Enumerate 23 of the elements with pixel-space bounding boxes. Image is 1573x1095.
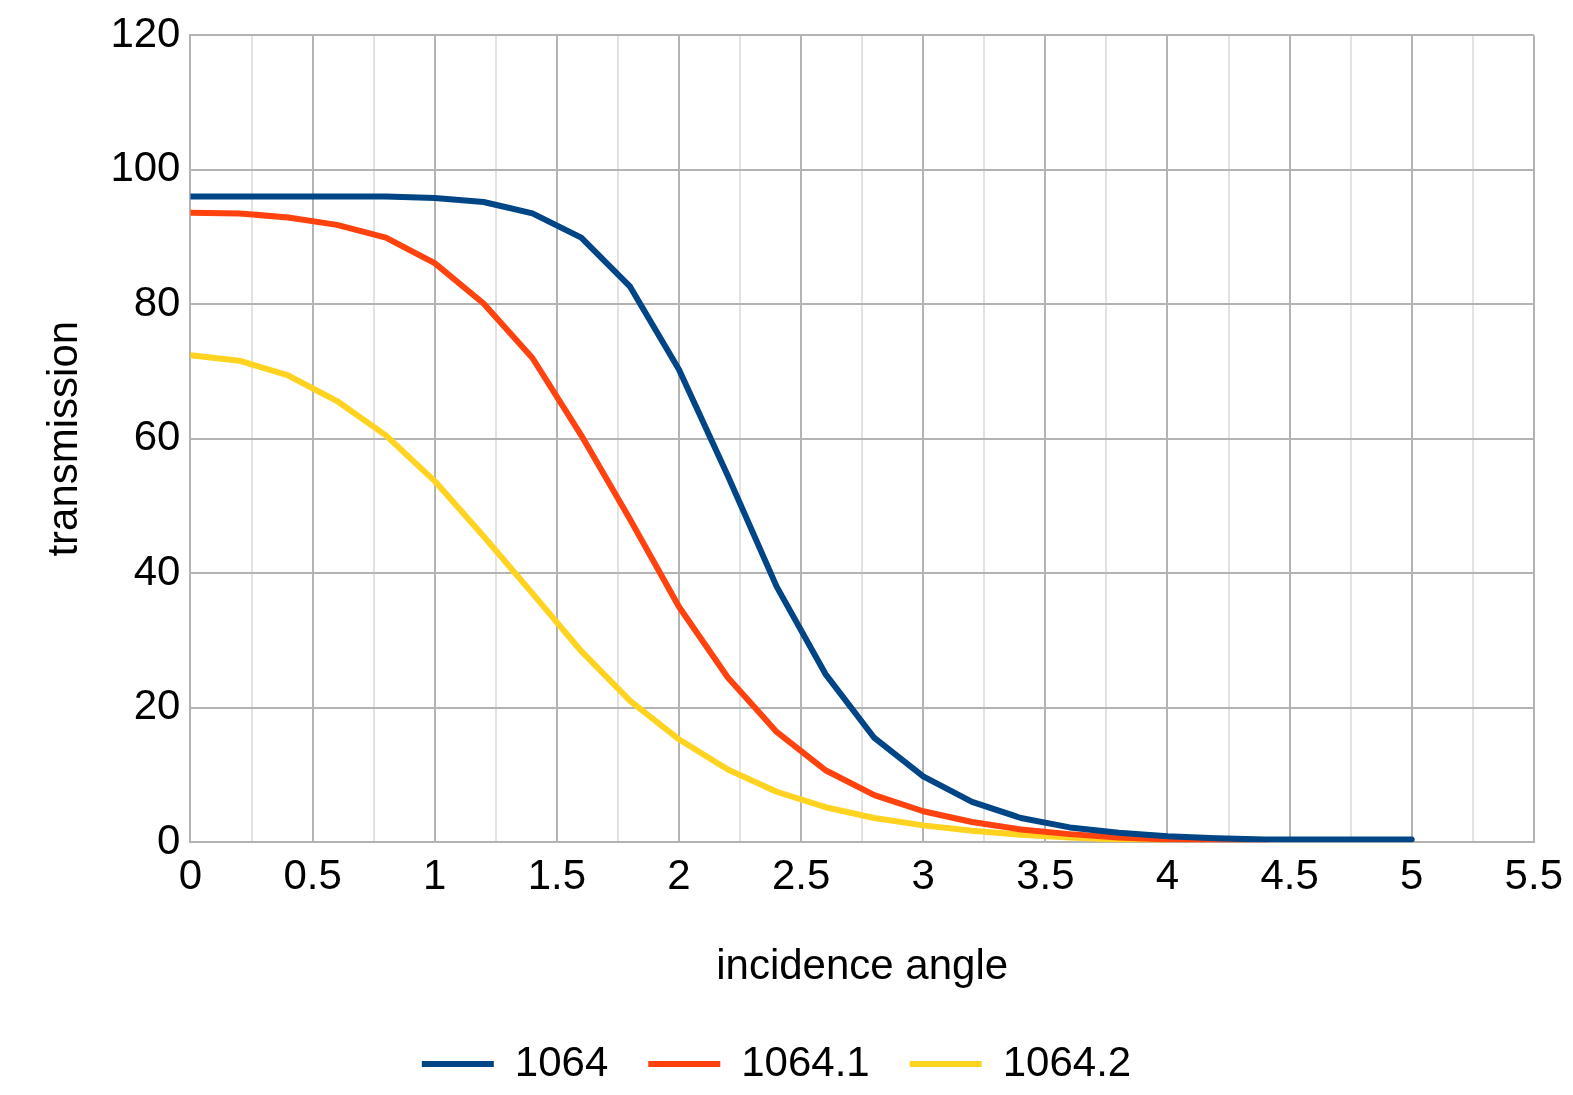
y-tick-label: 0 [157,815,181,863]
x-tick-label: 1 [423,850,447,898]
y-tick-label: 120 [110,8,181,56]
x-tick-label: 0.5 [283,850,342,898]
y-tick-label: 80 [133,277,181,325]
x-tick-label: 5.5 [1504,850,1563,898]
y-tick-label: 60 [133,412,181,460]
legend-label: 1064 [514,1037,609,1085]
y-tick-label: 100 [110,143,181,191]
x-tick-label: 5 [1400,850,1424,898]
x-tick-label: 4 [1155,850,1180,898]
y-tick-label: 40 [133,546,181,594]
y-axis-title: transmission [38,320,86,557]
x-tick-label: 2 [667,850,691,898]
x-tick-label: 2.5 [771,850,831,898]
x-tick-label: 3 [911,850,935,898]
y-tick-label: 20 [133,681,181,729]
legend-label: 1064.1 [741,1037,870,1085]
x-tick-label: 4.5 [1260,850,1319,898]
x-tick-label: 1.5 [527,850,587,898]
x-tick-label: 3.5 [1016,850,1075,898]
legend-label: 1064.2 [1002,1037,1132,1085]
x-axis-title: incidence angle [716,941,1009,989]
